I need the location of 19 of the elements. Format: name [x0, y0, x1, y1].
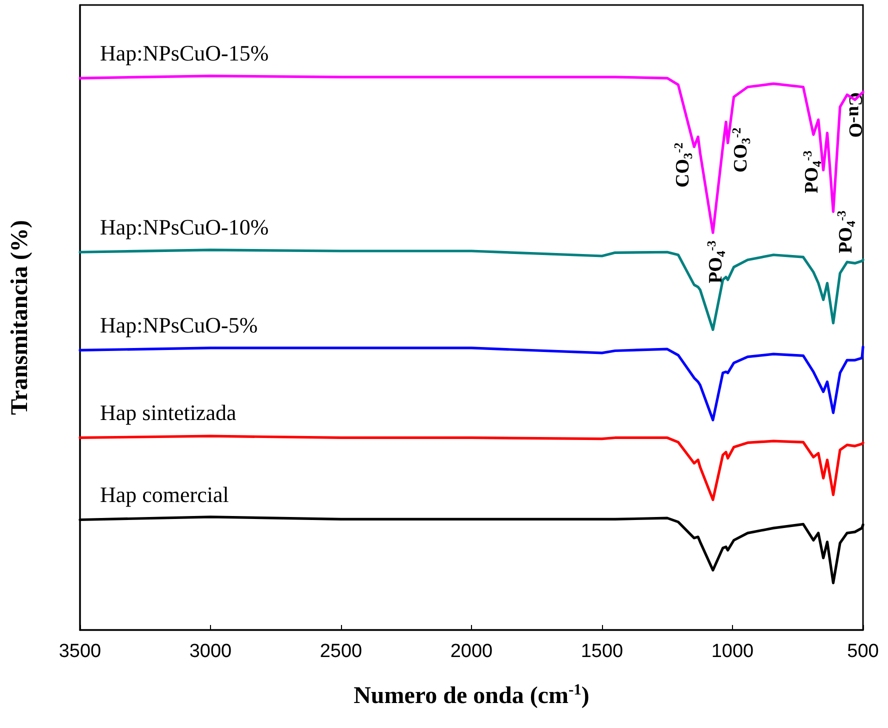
x-tick-label: 3500	[58, 641, 102, 662]
series-label: Hap comercial	[100, 482, 229, 508]
x-tick-label: 1000	[711, 641, 754, 662]
annotation: CO3-2	[729, 128, 753, 172]
series-label: Hap:NPsCuO-10%	[100, 214, 269, 240]
series-label: Hap sintetizada	[100, 400, 236, 426]
x-tick-label: 3000	[189, 641, 232, 662]
x-tick-label: 2500	[320, 641, 362, 662]
y-axis-title: Transmitancia (%)	[7, 220, 33, 415]
x-tick-label: 500	[847, 641, 879, 662]
annotation: PO4-3	[704, 240, 728, 284]
annotation: CO3-2	[671, 142, 695, 188]
annotation: PO4-3	[800, 150, 824, 194]
series-label: Hap:NPsCuO-15%	[100, 40, 269, 66]
annotation: Cu-O	[844, 92, 866, 138]
x-tick-label: 2000	[450, 641, 493, 662]
series-label: Hap:NPsCuO-5%	[100, 312, 258, 338]
x-tick-label: 1500	[580, 641, 624, 662]
annotation: PO4-3	[834, 210, 858, 254]
